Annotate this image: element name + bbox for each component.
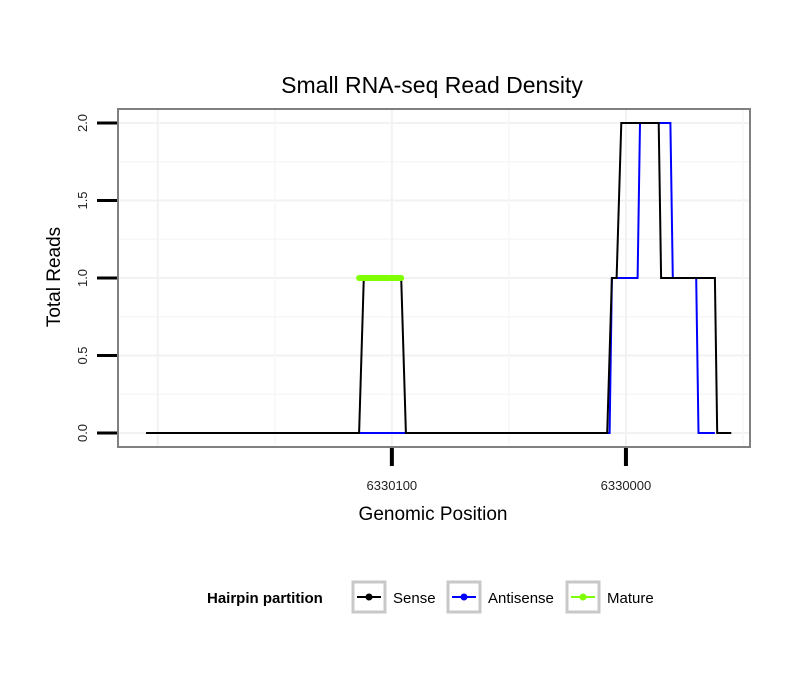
legend-label-mature: Mature [607,590,654,607]
plot-border [117,108,751,448]
y-tick-label: 2.0 [75,114,90,132]
legend-key-mature [565,580,601,614]
legend-dot-sense [365,593,373,601]
y-tick-label: 1.5 [75,191,90,209]
legend: Hairpin partition Sense Antisense Mature [207,580,654,614]
series-layer [146,122,732,434]
x-tick-label: 6330100 [367,478,418,493]
legend-dot-antisense [460,593,468,601]
y-axis-title: Total Reads [44,227,65,327]
legend-item-sense: Sense [351,580,436,614]
legend-dot-mature [579,593,587,601]
y-axis: 0.0 0.5 1.0 1.5 2.0 [75,114,117,442]
x-tick-label: 6330000 [601,478,652,493]
legend-label-antisense: Antisense [488,590,554,607]
grid-lines [118,109,750,447]
y-tick-label: 0.0 [75,424,90,442]
y-tick-label: 0.5 [75,346,90,364]
legend-label-sense: Sense [393,590,436,607]
y-tick-label: 1.0 [75,269,90,287]
chart-title: Small RNA-seq Read Density [281,72,583,98]
x-axis: 6330100 6330000 [367,448,652,493]
legend-item-mature: Mature [565,580,654,614]
legend-title: Hairpin partition [207,590,323,607]
x-axis-title: Genomic Position [359,504,508,525]
legend-item-antisense: Antisense [446,580,554,614]
